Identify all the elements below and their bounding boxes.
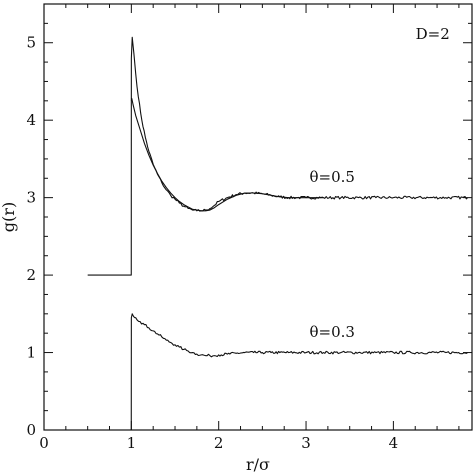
x-axis-label: r/σ [246,455,270,474]
x-tick-label: 3 [301,434,311,452]
y-axis-ticks: 0 1 2 3 4 5 [26,3,472,439]
annotation-1: D=2 [416,25,450,43]
x-tick-label: 2 [214,434,224,452]
series-line-3-noisy [130,313,468,431]
y-tick-label: 4 [26,111,36,129]
annotation-3: θ=0.3 [310,323,355,341]
x-axis-ticks: 0 1 2 3 4 [39,4,460,452]
y-axis-label: g(r) [0,202,18,232]
y-tick-label: 3 [26,189,36,207]
annotations: D=2 θ=0.5 θ=0.3 [310,25,450,341]
x-tick-label: 0 [39,434,49,452]
annotation-2: θ=0.5 [310,168,355,186]
x-tick-label: 1 [127,434,137,452]
series-line-1-noisy [87,36,469,276]
y-tick-label: 1 [26,344,36,362]
y-tick-label: 5 [26,34,36,52]
plot-curves [87,36,469,431]
x-tick-label: 4 [389,434,399,452]
y-tick-label: 0 [26,421,36,439]
series-line-2-smooth [130,97,324,212]
y-tick-label: 2 [26,266,36,284]
plot-frame [43,3,473,431]
